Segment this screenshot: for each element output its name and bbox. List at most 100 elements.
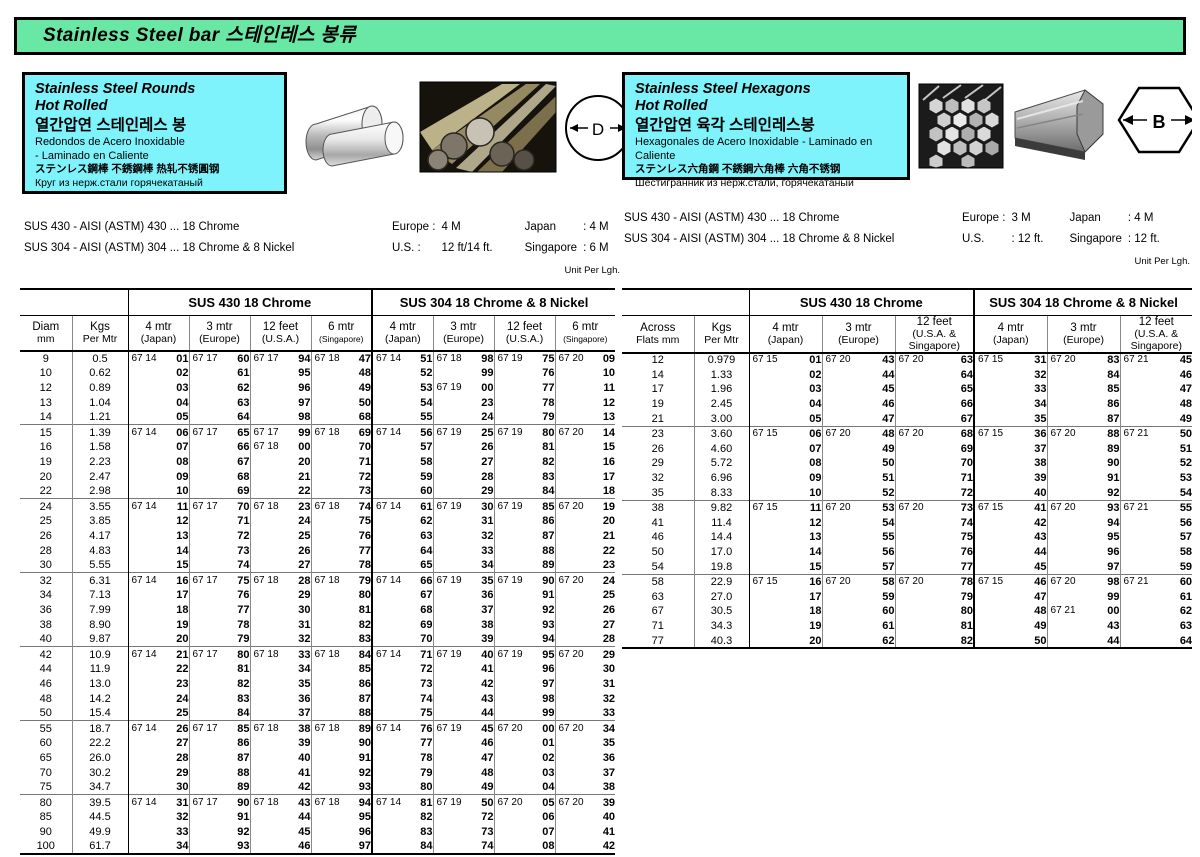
code-suffix: 85 [237, 722, 250, 735]
cell-item-code: 37 [554, 765, 616, 781]
column-header-4: 12 feet (U.S.A.) [249, 315, 311, 352]
code-suffix: 56 [420, 426, 433, 439]
code-suffix: 37 [602, 766, 616, 779]
cell-item-code: 25 [554, 587, 616, 603]
code-suffix: 34 [176, 840, 189, 853]
cell-item-code: 25 [249, 528, 311, 544]
code-suffix: 81 [420, 796, 433, 809]
cell-size: 17 [651, 383, 664, 396]
cell-item-code: 21 [554, 528, 616, 544]
code-suffix: 95 [542, 648, 555, 661]
code-suffix: 17 [809, 590, 822, 603]
code-suffix: 09 [809, 472, 822, 485]
code-suffix: 36 [481, 589, 494, 602]
cell-item-code: 04 [127, 395, 189, 411]
cell-size: 14 [39, 411, 52, 424]
cell-item-code: 97 [310, 839, 373, 856]
code-suffix: 50 [358, 396, 372, 409]
code-suffix: 95 [298, 367, 311, 380]
code-prefix: 67 18 [253, 722, 279, 734]
code-suffix: 68 [420, 603, 433, 616]
code-suffix: 96 [1107, 546, 1120, 559]
cell-item-code: 72 [432, 809, 495, 825]
cell-item-code: 86 [1046, 396, 1121, 412]
code-suffix: 76 [420, 722, 433, 735]
code-suffix: 25 [481, 426, 494, 439]
code-prefix: 67 21 [1050, 605, 1076, 617]
group-header-blank [622, 288, 749, 316]
table-row: 13 1.04 04 63 97 50 54 23 78 12 [20, 395, 616, 411]
cell-item-code: 32 [554, 691, 616, 707]
cell-item-code: 82 [493, 454, 556, 470]
cell-size: 22 [39, 485, 52, 498]
code-suffix: 69 [358, 426, 372, 439]
cell-item-code: 67 19 30 [432, 498, 495, 514]
code-suffix: 79 [960, 590, 974, 603]
code-suffix: 88 [542, 544, 555, 557]
cell-item-code: 97 [249, 395, 311, 411]
code-prefix: 67 19 [497, 648, 523, 660]
cell-item-code: 97 [493, 676, 556, 692]
hexagons-table: SUS 430 18 Chrome SUS 304 18 Chrome & 8 N… [622, 288, 1193, 650]
cell-item-code: 82 [371, 809, 434, 825]
code-suffix: 46 [481, 737, 494, 750]
cell-item-code: 62 [821, 633, 895, 650]
cell-size: 90 [39, 825, 52, 838]
code-suffix: 10 [602, 367, 616, 380]
code-suffix: 31 [298, 618, 311, 631]
code-suffix: 38 [602, 781, 616, 794]
rounds-info-box: Stainless Steel Rounds Hot Rolled 열간압연 스… [22, 72, 287, 194]
table-row: 35 8.33 10 52 72 40 92 54 [622, 485, 1193, 501]
table-group-header-row: SUS 430 18 Chrome SUS 304 18 Chrome & 8 N… [622, 288, 1193, 316]
cell-weight: 11.9 [71, 661, 128, 677]
code-suffix: 22 [176, 663, 189, 676]
code-suffix: 43 [1034, 531, 1047, 544]
cell-item-code: 44 [249, 809, 311, 825]
cell-size: 65 [39, 751, 52, 764]
hex-len-k1: Europe : [962, 212, 1006, 224]
cell-item-code: 50 [310, 395, 373, 411]
cell-weight: 4.83 [71, 543, 128, 559]
cell-item-code: 67 17 70 [188, 498, 250, 514]
code-suffix: 53 [1179, 472, 1193, 485]
cell-item-code: 08 [493, 839, 556, 856]
code-suffix: 05 [176, 411, 189, 424]
code-suffix: 51 [1179, 442, 1193, 455]
code-prefix: 67 19 [497, 500, 523, 512]
cell-item-code: 89 [493, 558, 556, 573]
cell-weight: 11.4 [693, 515, 749, 531]
cell-item-code: 44 [1046, 633, 1121, 650]
code-prefix: 67 20 [497, 722, 523, 734]
code-suffix: 30 [176, 781, 189, 794]
cell-item-code: 76 [493, 365, 556, 381]
group-header-sus430: SUS 430 18 Chrome [748, 288, 975, 316]
code-prefix: 67 15 [978, 354, 1004, 366]
cell-weight: 10.9 [71, 646, 128, 662]
cell-item-code: 26 [432, 439, 495, 455]
round-bars-photo [419, 81, 557, 173]
cell-item-code: 66 [188, 439, 250, 455]
cell-size: 34 [39, 589, 52, 602]
code-suffix: 79 [358, 574, 372, 587]
cell-item-code: 69 [894, 441, 975, 457]
code-prefix: 67 18 [253, 796, 279, 808]
code-suffix: 04 [542, 781, 555, 794]
cell-item-code: 40 [249, 750, 311, 766]
rounds-title-es-1: Redondos de Acero Inoxidable [35, 136, 185, 148]
cell-item-code: 41 [249, 765, 311, 781]
table-row: 70 30.2 29 88 41 92 79 48 03 37 [20, 765, 616, 781]
cell-item-code: 67 18 84 [310, 646, 373, 662]
cell-weight: 44.5 [71, 809, 128, 825]
table-column-header-row: Diam mm Kgs Per Mtr 4 mtr (Japan) 3 mtr (Europe… [20, 315, 616, 352]
rounds-data-table: SUS 430 18 Chrome SUS 304 18 Chrome & 8 N… [20, 288, 616, 856]
cell-item-code: 10 [748, 485, 822, 501]
cell-item-code: 70 [310, 439, 373, 455]
cell-item-code: 82 [188, 676, 250, 692]
hex-unit-note: Unit Per Lgh. [1134, 256, 1190, 267]
cell-item-code: 84 [188, 706, 250, 721]
code-suffix: 99 [481, 367, 494, 380]
code-suffix: 59 [420, 470, 433, 483]
cell-item-code: 55 [821, 530, 895, 545]
code-suffix: 29 [298, 589, 311, 602]
cell-item-code: 74 [371, 691, 434, 707]
